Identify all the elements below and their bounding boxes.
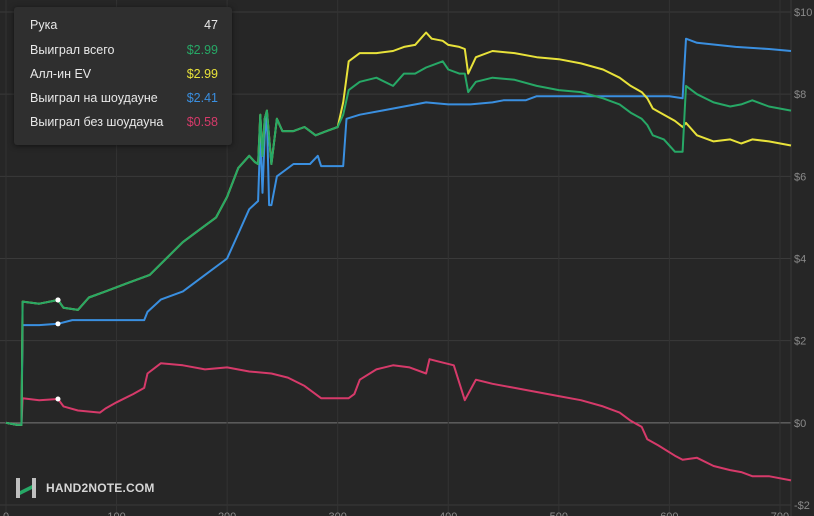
series-line — [5, 37, 792, 426]
tooltip-value: $0.58 — [186, 115, 218, 129]
y-tick-label: $4 — [794, 254, 806, 266]
x-tick-label: 200 — [218, 511, 236, 516]
hover-point — [55, 297, 61, 303]
y-tick-label: $0 — [794, 418, 806, 430]
tooltip-hand-label: Рука — [30, 18, 58, 32]
tooltip-label: Выиграл всего — [30, 43, 115, 57]
y-tick-label: $10 — [794, 7, 812, 19]
hover-point — [55, 321, 61, 327]
tooltip-value: $2.99 — [186, 43, 218, 57]
y-tick-label: -$2 — [794, 500, 810, 512]
x-tick-label: 500 — [550, 511, 568, 516]
logo-text: HAND2NOTE.COM — [46, 481, 155, 495]
y-tick-label: $8 — [794, 89, 806, 101]
tooltip-row-allin-ev: Алл-ин EV $2.99 — [30, 64, 218, 84]
chart-series — [5, 31, 792, 482]
y-axis-ticks: -$2 $0 $2 $4 $6 $8 $10 — [794, 7, 812, 512]
tooltip-label: Выиграл без шоудауна — [30, 115, 164, 129]
y-tick-label: $6 — [794, 171, 806, 183]
hover-tooltip: Рука 47 Выиграл всего $2.99 Алл-ин EV $2… — [14, 7, 232, 145]
series-line — [5, 60, 792, 426]
x-tick-label: 700 — [771, 511, 789, 516]
tooltip-row-hand: Рука 47 — [30, 15, 218, 35]
hand2note-logo-icon — [16, 478, 36, 498]
x-axis-ticks: 0 100 200 300 400 500 600 700 — [3, 511, 789, 516]
x-tick-label: 300 — [329, 511, 347, 516]
tooltip-label: Алл-ин EV — [30, 67, 92, 81]
hover-point — [55, 396, 61, 402]
x-tick-label: 400 — [439, 511, 457, 516]
y-tick-label: $2 — [794, 336, 806, 348]
hover-markers — [55, 297, 61, 402]
tooltip-value: $2.41 — [186, 91, 218, 105]
tooltip-row-showdown: Выиграл на шоудауне $2.41 — [30, 88, 218, 108]
tooltip-hand-value: 47 — [204, 18, 218, 32]
tooltip-value: $2.99 — [186, 67, 218, 81]
tooltip-row-non-showdown: Выиграл без шоудауна $0.58 — [30, 112, 218, 132]
series-line — [5, 358, 792, 482]
tooltip-label: Выиграл на шоудауне — [30, 91, 158, 105]
tooltip-row-won-total: Выиграл всего $2.99 — [30, 40, 218, 60]
x-tick-label: 0 — [3, 511, 9, 516]
x-tick-label: 600 — [660, 511, 678, 516]
x-tick-label: 100 — [107, 511, 125, 516]
